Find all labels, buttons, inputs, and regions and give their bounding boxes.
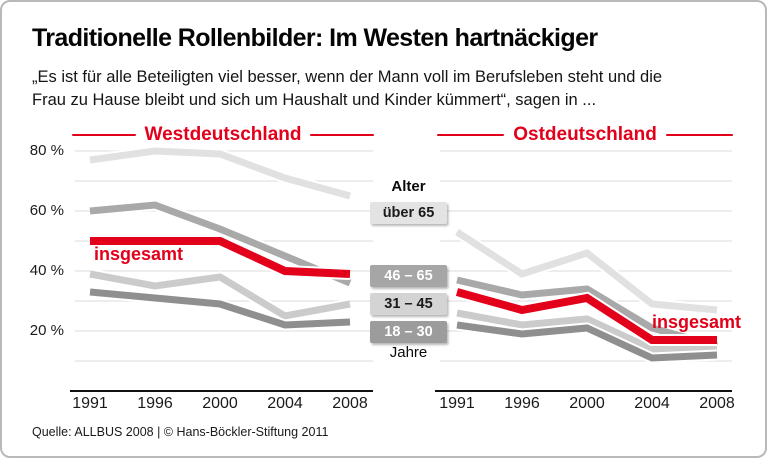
panel-header-east-label: Ostdeutschland <box>513 124 657 145</box>
series-line-insgesamt <box>90 237 351 278</box>
header-rule-left <box>437 133 505 137</box>
subtitle-line-1: „Es ist für alle Beteiligten viel besser… <box>32 68 663 86</box>
year-label: 1991 <box>72 395 108 412</box>
subtitle: „Es ist für alle Beteiligten viel besser… <box>32 66 762 113</box>
year-label: 2004 <box>267 395 303 412</box>
page-title: Traditionelle Rollenbilder: Im Westen ha… <box>32 24 598 52</box>
series-line-über65 <box>455 229 718 314</box>
series-line-über65 <box>89 147 351 200</box>
series-line-18–30 <box>456 321 718 362</box>
header-rule-right <box>665 133 734 137</box>
legend-footer: Jahre <box>389 344 428 361</box>
series-line-insgesamt <box>455 288 717 344</box>
year-label: 1996 <box>137 395 173 412</box>
legend-box-31–45: 31 – 45 <box>370 293 447 315</box>
series-line-46–65 <box>89 201 352 287</box>
year-label: 1996 <box>504 395 540 412</box>
legend-box-18–30: 18 – 30 <box>370 321 447 343</box>
year-label: 2000 <box>202 395 238 412</box>
panel-header-east: Ostdeutschland <box>437 124 734 146</box>
year-label: 2000 <box>569 395 605 412</box>
year-label: 2008 <box>699 395 735 412</box>
series-line-31–45 <box>89 270 351 320</box>
y-tick-label: 80 % <box>29 142 64 159</box>
header-rule-left <box>72 133 136 137</box>
y-tick-label: 20 % <box>29 322 64 339</box>
source-credit: Quelle: ALLBUS 2008 | © Hans-Böckler-Sti… <box>32 425 329 439</box>
panel-header-west: Westdeutschland <box>72 124 374 146</box>
series-label-insgesamt-west: insgesamt <box>94 244 184 264</box>
y-tick-label: 40 % <box>29 262 64 279</box>
legend-box-über65: über 65 <box>370 202 447 224</box>
year-label: 2008 <box>332 395 368 412</box>
y-tick-label: 60 % <box>29 202 64 219</box>
legend-box-46–65: 46 – 65 <box>370 265 447 287</box>
subtitle-line-2: Frau zu Hause bleibt und sich um Haushal… <box>32 91 597 110</box>
series-line-18–30 <box>89 288 351 329</box>
header-rule-right <box>310 133 374 137</box>
year-label: 1991 <box>439 395 475 412</box>
legend-header: Alter <box>391 178 426 195</box>
panel-header-west-label: Westdeutschland <box>144 124 302 145</box>
series-label-insgesamt-east: insgesamt <box>652 312 742 332</box>
series-line-31–45 <box>456 309 717 353</box>
year-label: 2004 <box>634 395 670 412</box>
